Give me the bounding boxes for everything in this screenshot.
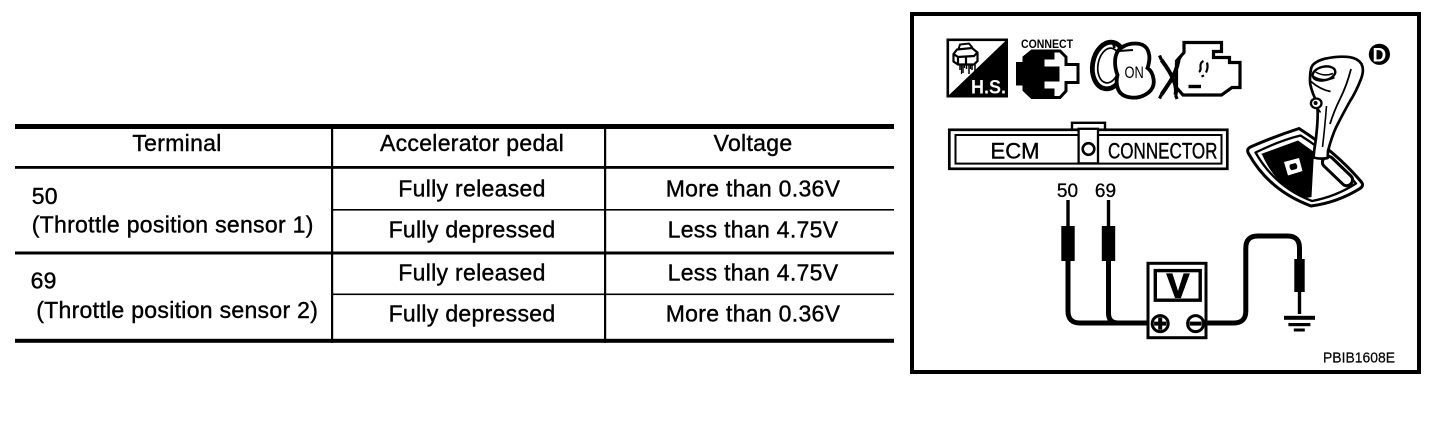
svg-text:69: 69 [31, 268, 57, 294]
svg-text:Fully depressed: Fully depressed [389, 301, 556, 327]
svg-text:Less than 4.75V: Less than 4.75V [668, 217, 839, 243]
svg-text:D: D [1373, 45, 1387, 66]
svg-text:PBIB1608E: PBIB1608E [1323, 350, 1395, 367]
svg-text:More than 0.36V: More than 0.36V [666, 301, 841, 327]
svg-text:Terminal: Terminal [132, 130, 221, 156]
svg-text:(Throttle position sensor 1): (Throttle position sensor 1) [32, 212, 314, 238]
svg-text:Fully released: Fully released [398, 260, 545, 286]
svg-text:ON: ON [1125, 64, 1144, 82]
svg-text:Fully depressed: Fully depressed [389, 217, 556, 243]
svg-text:Accelerator pedal: Accelerator pedal [380, 130, 564, 156]
svg-text:Voltage: Voltage [714, 130, 793, 156]
svg-text:CONNECT: CONNECT [1021, 37, 1074, 51]
svg-text:CONNECTOR: CONNECTOR [1108, 139, 1218, 164]
svg-text:50: 50 [1057, 181, 1078, 202]
svg-text:(Throttle position sensor 2): (Throttle position sensor 2) [36, 297, 318, 323]
svg-text:H.S.: H.S. [971, 78, 1006, 99]
svg-text:50: 50 [32, 183, 58, 209]
svg-text:V: V [1167, 268, 1190, 306]
svg-text:69: 69 [1095, 181, 1116, 202]
svg-text:ECM: ECM [991, 139, 1040, 164]
svg-text:More than 0.36V: More than 0.36V [666, 176, 841, 202]
svg-text:Less than 4.75V: Less than 4.75V [668, 260, 839, 286]
svg-text:Fully released: Fully released [398, 176, 545, 202]
